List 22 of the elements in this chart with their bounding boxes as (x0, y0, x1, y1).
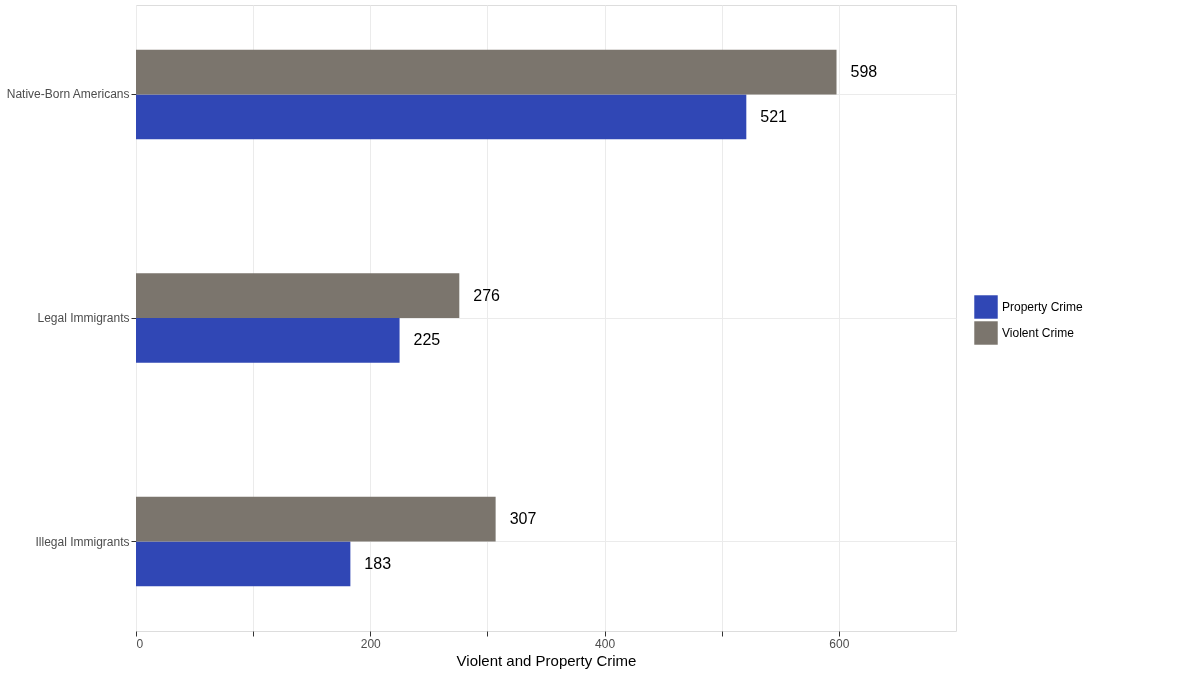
data-label: 183 (364, 554, 392, 572)
y-tick-label: Legal Immigrants (37, 311, 130, 325)
data-label: 598 (850, 63, 878, 81)
bar (136, 496, 496, 542)
y-tick-label: Native-Born Americans (6, 87, 130, 102)
bar (136, 273, 460, 318)
data-label: 225 (413, 331, 441, 349)
x-tick-label: 600 (829, 636, 850, 651)
data-label: 307 (509, 510, 537, 528)
legend-label: Violent Crime (1002, 326, 1075, 340)
legend-label: Property Crime (1002, 300, 1084, 314)
x-tick-label: 400 (595, 636, 616, 651)
bar (136, 318, 400, 363)
bar (136, 49, 837, 95)
data-label: 276 (473, 286, 501, 304)
bar (136, 94, 747, 140)
data-label: 521 (760, 107, 788, 125)
x-axis-title: Violent and Property Crime (456, 651, 637, 669)
bar (136, 541, 351, 587)
x-tick-label: 200 (360, 636, 382, 651)
x-tick-label: 0 (136, 636, 144, 651)
y-tick-label: Illegal Immigrants (35, 534, 130, 549)
